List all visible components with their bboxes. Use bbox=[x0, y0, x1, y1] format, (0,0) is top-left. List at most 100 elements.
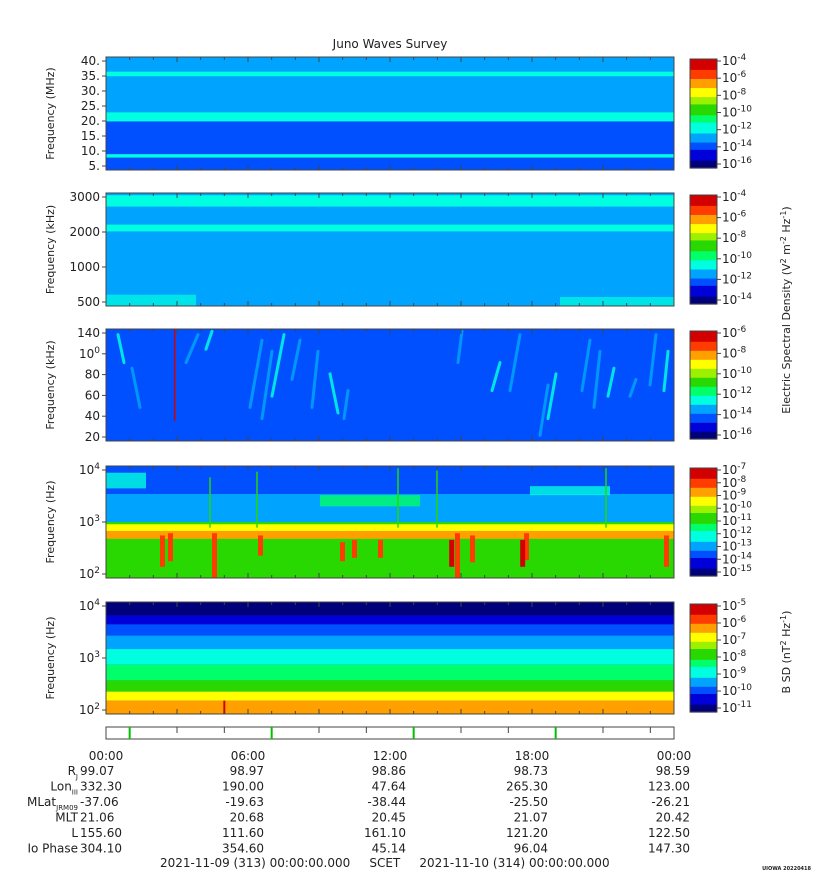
ephemeris-value: 123.00 bbox=[648, 780, 690, 794]
colorbar-step bbox=[690, 607, 717, 610]
y-tick-label: 60 bbox=[85, 388, 100, 402]
colorbar-step bbox=[690, 352, 717, 355]
chorus-streak bbox=[204, 329, 214, 351]
colorbar-step bbox=[690, 345, 717, 348]
colorbar-tick-label: 10-8 bbox=[722, 87, 747, 102]
spectrogram-panel-4: 104 103 102 Frequency (Hz) 10-710-810-910-10… bbox=[44, 462, 752, 581]
colorbar-step bbox=[690, 95, 717, 98]
colorbar-step bbox=[690, 703, 717, 706]
chorus-streak bbox=[546, 372, 558, 421]
colorbar-step bbox=[690, 377, 717, 381]
colorbar-step bbox=[690, 379, 717, 382]
chorus-streak bbox=[270, 333, 286, 398]
colorbar-step bbox=[690, 245, 717, 249]
colorbar-step bbox=[690, 82, 717, 86]
upper-patch bbox=[320, 495, 420, 507]
y-tick-label: 104 bbox=[79, 462, 100, 477]
ephemeris-value: 147.30 bbox=[648, 842, 690, 856]
colorbar-step bbox=[690, 659, 717, 663]
colorbar-step bbox=[690, 334, 717, 337]
colorbar-step bbox=[690, 69, 717, 73]
colorbar-step bbox=[690, 392, 717, 395]
colorbar-step bbox=[690, 421, 717, 424]
band-21mhz bbox=[106, 112, 674, 122]
chorus-streak bbox=[456, 329, 464, 365]
time-label: 00:00 bbox=[89, 749, 124, 763]
colorbar-step bbox=[690, 683, 717, 686]
colorbar-step bbox=[690, 368, 717, 372]
colorbar-tick-label: 10-10 bbox=[722, 366, 752, 381]
ephemeris-value: 161.10 bbox=[364, 826, 406, 840]
colorbar-step bbox=[690, 475, 717, 478]
colorbar-step bbox=[690, 220, 717, 223]
colorbar-step bbox=[690, 153, 717, 156]
y-tick-label: 25. bbox=[81, 99, 100, 113]
y-axis-label: Frequency (Hz) bbox=[44, 481, 57, 564]
colorbar-step bbox=[690, 710, 717, 713]
colorbar-tick-label: 10-4 bbox=[722, 53, 747, 68]
colorbar-step bbox=[690, 486, 717, 489]
chorus-streak bbox=[592, 349, 602, 409]
colorbar-step bbox=[690, 428, 717, 431]
colorbar-step bbox=[690, 568, 717, 572]
colorbar-step bbox=[690, 265, 717, 269]
y-tick-label: 40. bbox=[81, 54, 100, 68]
colorbar-step bbox=[690, 86, 717, 89]
colorbar-step bbox=[690, 60, 717, 64]
colorbar-step bbox=[690, 665, 717, 668]
colorbar-step bbox=[690, 62, 717, 66]
colorbar-step bbox=[690, 532, 717, 536]
colorbar-tick-label: 10-13 bbox=[722, 539, 752, 554]
colorbar-step bbox=[690, 433, 717, 436]
emission-drip bbox=[378, 539, 383, 558]
ephemeris-value: -26.21 bbox=[651, 795, 690, 809]
colorbar-step bbox=[690, 349, 717, 352]
colorbar-step bbox=[690, 437, 717, 440]
colorbar-step bbox=[690, 543, 717, 546]
colorbar-step bbox=[690, 513, 717, 516]
time-strip bbox=[105, 726, 675, 740]
colorbar-step bbox=[690, 520, 717, 523]
colorbar-step bbox=[690, 498, 717, 501]
colorbar-step bbox=[690, 118, 717, 122]
emission-drip bbox=[258, 535, 263, 556]
colorbar-step bbox=[690, 558, 717, 561]
y-tick-label: 102 bbox=[79, 566, 100, 581]
band-9mhz bbox=[106, 154, 674, 158]
ephemeris-table: 00:00 06:00 12:00 18:00 00:00 RJ 99.07 98.97 98.… bbox=[27, 749, 691, 856]
bsd-layer bbox=[106, 691, 674, 701]
colorbar-step bbox=[690, 625, 717, 628]
time-label: 12:00 bbox=[373, 749, 408, 763]
colorbar-tick-label: 10-10 bbox=[722, 500, 752, 515]
colorbar-tick-label: 10-9 bbox=[722, 488, 747, 503]
colorbar-step bbox=[690, 135, 717, 138]
colorbar-step bbox=[690, 677, 717, 681]
colorbar-step bbox=[690, 410, 717, 413]
colorbar-step bbox=[690, 695, 717, 699]
chorus-streak bbox=[580, 338, 592, 393]
colorbar-step bbox=[690, 694, 717, 697]
colorbar-step bbox=[690, 244, 717, 247]
colorbar-step bbox=[690, 146, 717, 149]
colorbar-tick-label: 10-16 bbox=[722, 427, 752, 442]
colorbar-step bbox=[690, 652, 717, 655]
y-tick-label: 20. bbox=[81, 114, 100, 128]
colorbar-step bbox=[690, 240, 717, 243]
colorbar-step bbox=[690, 435, 717, 438]
colorbar-step bbox=[690, 276, 717, 280]
colorbar-step bbox=[690, 370, 717, 373]
colorbar-step bbox=[690, 426, 717, 429]
colorbar-step bbox=[690, 332, 717, 336]
colorbar-step bbox=[690, 674, 717, 677]
colorbar-step bbox=[690, 296, 717, 300]
colorbar-tick-label: 10-6 bbox=[722, 210, 747, 225]
colorbar-step bbox=[690, 231, 717, 234]
bsd-layer bbox=[106, 664, 674, 681]
y-axis-label: Frequency (kHz) bbox=[44, 205, 57, 294]
colorbar-step bbox=[690, 140, 717, 144]
colorbar-step bbox=[690, 298, 717, 301]
colorbar-step bbox=[690, 545, 717, 548]
colorbar-step bbox=[690, 142, 717, 145]
y-tick-label: 20 bbox=[85, 430, 100, 444]
